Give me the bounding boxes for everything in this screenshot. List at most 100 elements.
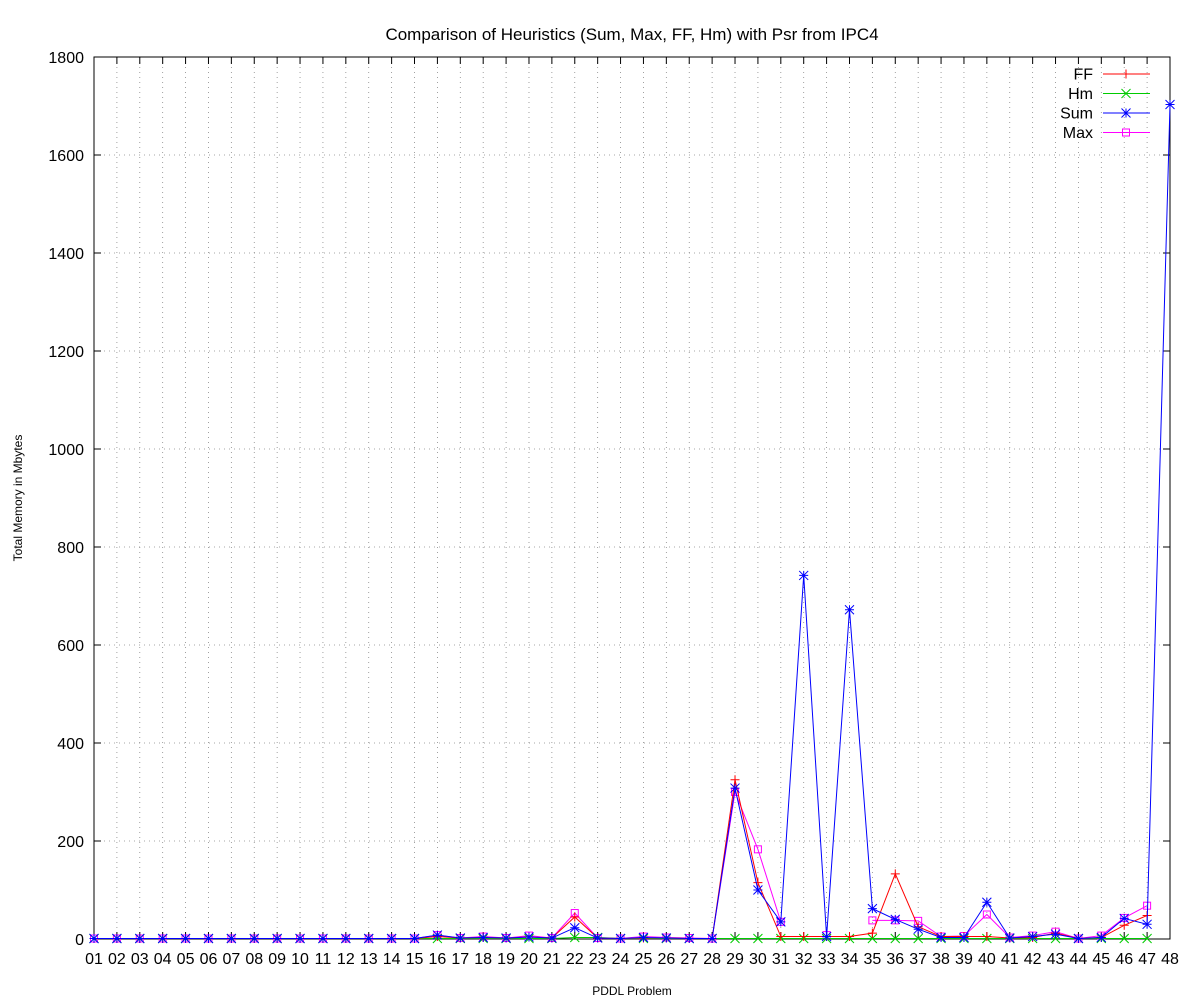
data-point-hm bbox=[890, 933, 901, 944]
x-tick-label: 27 bbox=[680, 951, 698, 968]
x-tick-label: 13 bbox=[360, 951, 378, 968]
data-point-ff bbox=[799, 932, 809, 942]
legend-label: Sum bbox=[1060, 106, 1093, 123]
data-point-hm bbox=[730, 933, 740, 944]
y-tick-label: 1400 bbox=[48, 246, 84, 263]
grid bbox=[94, 57, 1170, 939]
data-point-sum bbox=[981, 897, 992, 908]
legend-label: FF bbox=[1073, 67, 1093, 84]
data-point-ff bbox=[982, 932, 992, 942]
x-tick-label: 28 bbox=[703, 951, 721, 968]
data-point-sum bbox=[1165, 99, 1175, 110]
x-tick-label: 40 bbox=[978, 951, 996, 968]
x-tick-label: 22 bbox=[566, 951, 584, 968]
data-point-sum bbox=[753, 885, 763, 895]
data-point-sum bbox=[592, 933, 603, 943]
x-axis-ticks: 01 02 03 04 05 06 07 08 09 10 11 12 13 14 15 16 17 18 19 20… bbox=[85, 57, 1179, 968]
data-point-sum bbox=[730, 783, 740, 793]
data-point-sum bbox=[203, 933, 214, 944]
y-tick-label: 400 bbox=[57, 736, 84, 753]
legend-marker bbox=[1121, 88, 1131, 99]
data-point-sum bbox=[295, 933, 305, 944]
x-tick-label: 36 bbox=[886, 951, 904, 968]
x-tick-label: 30 bbox=[749, 951, 767, 968]
data-point-sum bbox=[547, 933, 557, 943]
series-lines bbox=[89, 99, 1175, 944]
data-point-ff bbox=[867, 928, 877, 938]
x-tick-label: 26 bbox=[657, 951, 675, 968]
data-point-sum bbox=[775, 916, 786, 927]
x-tick-label: 01 bbox=[85, 951, 103, 968]
x-tick-label: 31 bbox=[772, 951, 790, 968]
data-point-sum bbox=[524, 932, 534, 942]
x-tick-label: 41 bbox=[1001, 951, 1019, 968]
x-tick-label: 42 bbox=[1024, 951, 1042, 968]
legend-item-max: Max bbox=[1063, 125, 1150, 142]
x-tick-label: 08 bbox=[245, 951, 263, 968]
data-point-sum bbox=[386, 933, 397, 944]
data-point-sum bbox=[432, 930, 443, 940]
data-point-ff bbox=[890, 869, 900, 879]
x-tick-label: 18 bbox=[474, 951, 492, 968]
x-tick-label: 34 bbox=[841, 951, 859, 968]
y-tick-label: 1600 bbox=[48, 148, 84, 165]
data-point-sum bbox=[1073, 933, 1084, 944]
chart-title: Comparison of Heuristics (Sum, Max, FF, … bbox=[385, 25, 878, 44]
series-sum bbox=[89, 99, 1175, 944]
x-tick-label: 46 bbox=[1115, 951, 1133, 968]
data-point-sum bbox=[89, 933, 99, 944]
data-point-max bbox=[868, 916, 877, 925]
data-point-sum bbox=[959, 932, 969, 943]
legend: FF Hm Sum Max bbox=[1060, 67, 1150, 142]
data-point-sum bbox=[638, 932, 649, 943]
data-point-sum bbox=[455, 933, 466, 943]
x-tick-label: 32 bbox=[795, 951, 813, 968]
y-tick-label: 1800 bbox=[48, 50, 84, 67]
data-point-sum bbox=[1119, 913, 1130, 924]
series-max bbox=[90, 788, 1152, 943]
x-tick-label: 09 bbox=[268, 951, 286, 968]
x-tick-label: 29 bbox=[726, 951, 744, 968]
x-tick-label: 17 bbox=[451, 951, 469, 968]
data-point-ff bbox=[730, 775, 740, 785]
y-tick-label: 800 bbox=[57, 540, 84, 557]
legend-item-ff: FF bbox=[1073, 67, 1150, 84]
x-tick-label: 14 bbox=[383, 951, 401, 968]
x-tick-label: 11 bbox=[315, 951, 332, 968]
data-point-sum bbox=[936, 932, 946, 943]
plot-frame bbox=[93, 56, 1171, 940]
x-tick-label: 12 bbox=[337, 951, 355, 968]
x-tick-label: 38 bbox=[932, 951, 950, 968]
x-tick-label: 15 bbox=[406, 951, 424, 968]
y-tick-label: 1000 bbox=[48, 442, 84, 459]
x-tick-label: 35 bbox=[863, 951, 881, 968]
x-axis-label: PDDL Problem bbox=[592, 984, 672, 998]
series-line-ff bbox=[94, 779, 1148, 940]
data-point-sum bbox=[798, 570, 809, 581]
data-point-sum bbox=[318, 933, 328, 944]
x-tick-label: 37 bbox=[909, 951, 927, 968]
x-tick-label: 24 bbox=[612, 951, 630, 968]
data-point-sum bbox=[890, 914, 901, 925]
data-point-sum bbox=[615, 933, 626, 944]
data-point-max bbox=[753, 845, 762, 854]
x-tick-label: 45 bbox=[1092, 951, 1110, 968]
x-tick-label: 03 bbox=[131, 951, 149, 968]
y-tick-label: 200 bbox=[57, 834, 84, 851]
data-point-sum bbox=[707, 933, 717, 944]
data-point-hm bbox=[569, 932, 580, 943]
data-point-sum bbox=[134, 933, 145, 944]
data-point-ff bbox=[776, 932, 786, 942]
x-tick-label: 48 bbox=[1161, 951, 1179, 968]
data-point-hm bbox=[867, 933, 878, 944]
y-tick-label: 1200 bbox=[48, 344, 84, 361]
data-point-sum bbox=[1142, 919, 1152, 930]
data-point-hm bbox=[1119, 933, 1130, 944]
series-line-max bbox=[94, 790, 1148, 940]
legend-item-hm: Hm bbox=[1068, 86, 1150, 103]
x-tick-label: 19 bbox=[497, 951, 515, 968]
legend-label: Hm bbox=[1068, 86, 1093, 103]
data-point-hm bbox=[913, 933, 924, 944]
